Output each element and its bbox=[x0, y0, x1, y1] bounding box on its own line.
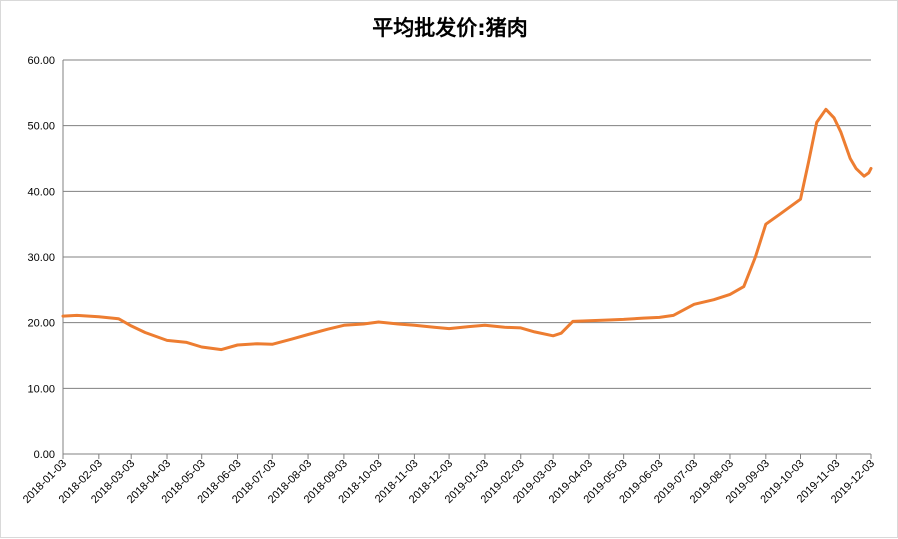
y-tick-label: 10.00 bbox=[27, 383, 55, 395]
y-tick-label: 20.00 bbox=[27, 318, 55, 330]
y-tick-label: 50.00 bbox=[27, 121, 55, 133]
chart-title: 平均批发价:猪肉 bbox=[372, 16, 527, 40]
x-axis-ticks: 2018-01-032018-02-032018-03-032018-04-03… bbox=[21, 454, 877, 506]
y-tick-label: 40.00 bbox=[27, 186, 55, 198]
y-tick-label: 30.00 bbox=[27, 252, 55, 264]
y-axis-ticks: 0.00 10.00 20.00 30.00 40.00 50.00 60.00 bbox=[27, 55, 55, 461]
series-line-pork-price bbox=[61, 107, 873, 352]
y-tick-label: 0.00 bbox=[34, 449, 55, 461]
gridlines bbox=[63, 59, 871, 389]
y-tick-label: 60.00 bbox=[27, 55, 55, 67]
